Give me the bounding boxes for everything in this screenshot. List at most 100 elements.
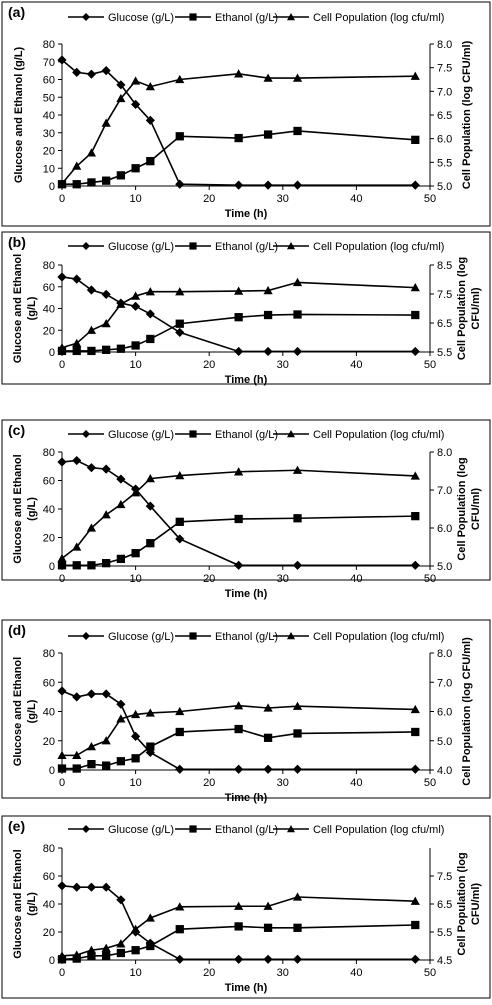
square-marker: [87, 561, 96, 570]
square-marker: [293, 729, 302, 738]
legend-label: Ethanol (g/L): [215, 631, 278, 643]
diamond-marker: [145, 115, 155, 125]
triangle-marker: [410, 283, 420, 292]
x-tick-label: 30: [277, 967, 289, 979]
square-marker: [175, 132, 184, 141]
square-marker: [234, 133, 243, 143]
triangle-marker: [145, 913, 155, 922]
y-tick-label: 0: [49, 181, 55, 193]
square-marker: [234, 514, 243, 524]
x-tick-label: 0: [59, 193, 65, 205]
square-marker: [102, 559, 111, 568]
square-marker: [189, 242, 197, 250]
y2-tick-label: 8.0: [437, 648, 452, 660]
square-marker: [87, 346, 96, 356]
x-tick-label: 50: [424, 777, 436, 789]
triangle-marker: [72, 161, 82, 170]
diamond-marker: [72, 882, 82, 892]
series-line: [61, 73, 416, 185]
diamond-marker: [82, 825, 90, 833]
y2-tick-label: 5.0: [437, 181, 452, 193]
triangle-marker: [57, 951, 67, 960]
square-marker: [411, 135, 420, 144]
triangle-marker: [131, 488, 141, 497]
diamond-marker: [72, 274, 82, 284]
triangle-marker: [292, 73, 303, 82]
diamond-marker: [82, 242, 90, 250]
diamond-marker: [82, 430, 90, 438]
diamond-marker: [292, 954, 303, 964]
diamond-marker: [57, 272, 67, 282]
x-tick-label: 0: [59, 359, 65, 371]
series-diamond: [57, 55, 420, 190]
legend-label: Cell Population (log cfu/ml): [313, 631, 444, 643]
y2-tick-label: 5.0: [437, 736, 452, 748]
y-axis-title: Glucose and Ethanol: [12, 849, 24, 958]
square-marker: [411, 727, 420, 737]
y-tick-label: 70: [43, 57, 55, 69]
triangle-marker: [72, 750, 82, 760]
y2-axis-title: Cell Population (log CFU/ml): [461, 637, 473, 786]
series-triangle: [57, 701, 420, 760]
y2-tick-label: 4.0: [437, 765, 452, 777]
series-square: [57, 310, 420, 356]
square-marker: [175, 925, 184, 934]
chart-panel: (d) 0 20 40 60 80 4.0 5.0 6.0 7.0 8.0 0 10 20 30 40 50 Ti…: [1, 619, 491, 804]
y2-tick-label: 6.5: [437, 899, 452, 911]
diamond-marker: [263, 764, 273, 774]
triangle-marker: [287, 242, 295, 250]
y2-axis-title: CFU/ml): [470, 488, 482, 531]
y-tick-label: 40: [43, 304, 55, 316]
square-marker: [189, 13, 197, 21]
y-tick-label: 0: [49, 561, 55, 573]
x-tick-label: 50: [424, 193, 436, 205]
triangle-marker: [175, 470, 185, 480]
legend-label: Ethanol (g/L): [215, 241, 278, 253]
x-tick-label: 40: [350, 573, 362, 585]
legend-label: Cell Population (log cfu/ml): [313, 12, 444, 24]
x-tick-label: 20: [203, 967, 215, 979]
diamond-marker: [234, 560, 244, 570]
diamond-marker: [116, 474, 126, 484]
square-marker: [72, 180, 81, 189]
triangle-marker: [131, 924, 141, 933]
diamond-marker: [263, 180, 273, 190]
x-axis-title: Time (h): [225, 792, 268, 804]
x-tick-label: 0: [59, 967, 65, 979]
diamond-marker: [72, 455, 82, 466]
x-tick-label: 10: [129, 193, 141, 205]
y-axis-title: (g/L): [26, 296, 38, 320]
triangle-marker: [263, 73, 273, 82]
panel-border: [1, 619, 491, 799]
square-marker: [102, 176, 111, 185]
y2-tick-label: 7.5: [437, 871, 452, 883]
series-line: [61, 459, 416, 567]
triangle-marker: [292, 892, 303, 901]
triangle-marker: [72, 542, 82, 551]
x-axis-title: Time (h): [225, 208, 268, 220]
diamond-marker: [175, 534, 185, 544]
diamond-marker: [86, 882, 97, 892]
y2-tick-label: 5.5: [437, 347, 452, 359]
triangle-marker: [131, 291, 141, 300]
square-marker: [175, 319, 184, 328]
x-tick-label: 30: [277, 193, 289, 205]
diamond-marker: [234, 346, 244, 357]
legend-label: Glucose (g/L): [108, 241, 174, 253]
triangle-marker: [175, 74, 185, 84]
square-marker: [293, 126, 302, 136]
series-line: [62, 515, 416, 567]
legend-label: Cell Population (log cfu/ml): [313, 429, 444, 441]
series-line: [61, 469, 416, 560]
square-marker: [293, 923, 302, 932]
series-triangle: [57, 892, 420, 960]
x-tick-label: 40: [350, 359, 362, 371]
legend-label: Glucose (g/L): [108, 429, 174, 441]
panel-border: [1, 1, 491, 227]
square-marker: [411, 511, 420, 521]
x-axis-title: Time (h): [225, 982, 268, 994]
square-marker: [72, 764, 81, 773]
diamond-marker: [116, 80, 126, 90]
y2-tick-label: 6.0: [437, 707, 452, 719]
square-marker: [293, 310, 302, 319]
